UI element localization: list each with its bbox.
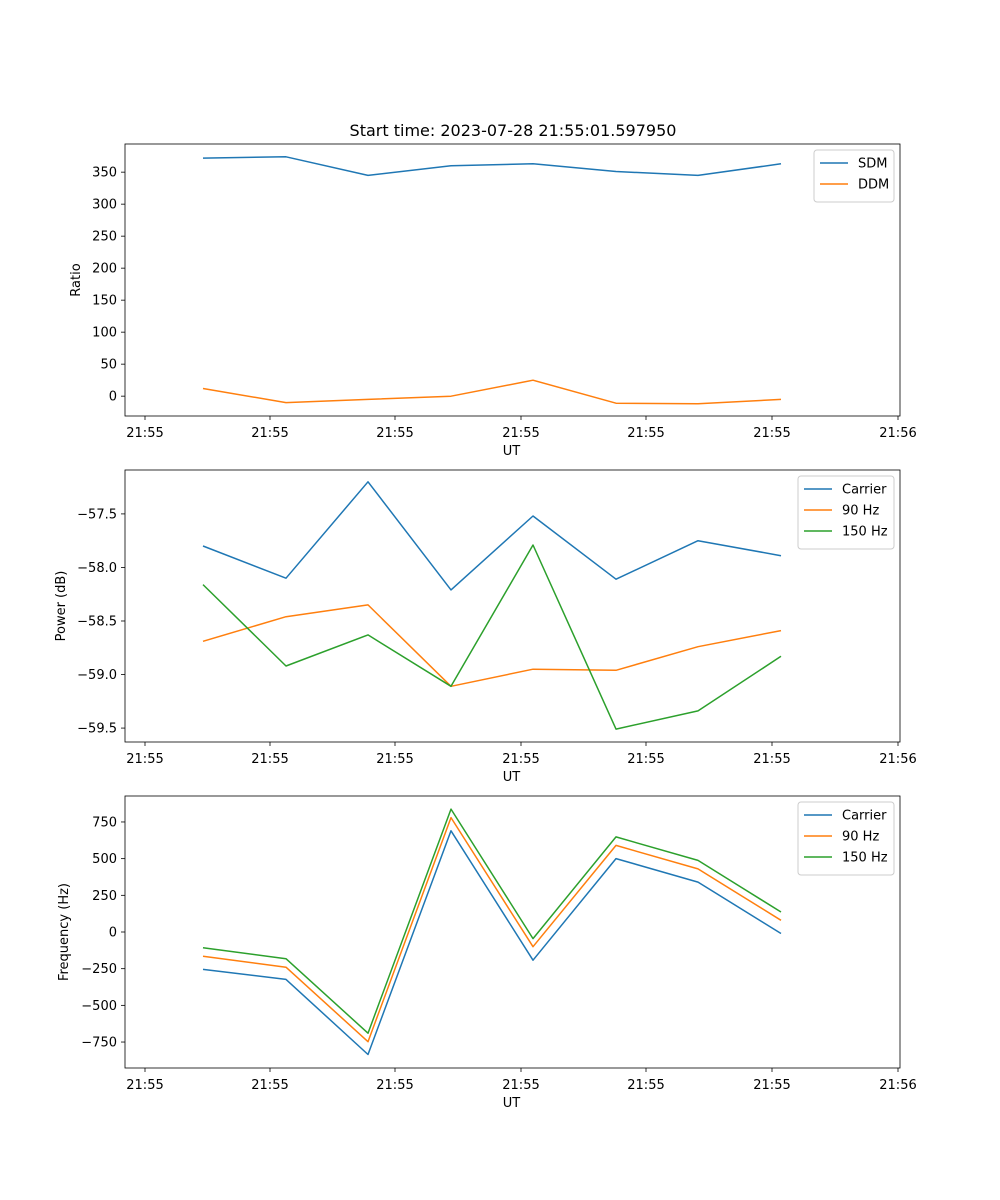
x-tick-label: 21:55 bbox=[126, 752, 163, 767]
series-line-carrier bbox=[202, 481, 782, 591]
legend-label: Carrier bbox=[842, 483, 887, 498]
y-axis-label: Frequency (Hz) bbox=[57, 883, 72, 981]
y-axis-label: Ratio bbox=[69, 263, 84, 296]
legend: Carrier 90 Hz 150 Hz bbox=[797, 475, 895, 550]
y-tick-label: 250 bbox=[92, 230, 117, 245]
axes-frame bbox=[124, 143, 901, 417]
y-tick-label: 200 bbox=[92, 262, 117, 277]
x-tick-label: 21:55 bbox=[251, 1078, 288, 1093]
y-tick-label: 350 bbox=[92, 166, 117, 181]
axes-frame bbox=[124, 469, 901, 743]
chart-title: Start time: 2023-07-28 21:55:01.597950 bbox=[350, 121, 677, 140]
legend-label: 90 Hz bbox=[842, 830, 879, 845]
y-tick-label: 500 bbox=[92, 852, 117, 867]
y-tick-label: −57.5 bbox=[77, 507, 117, 522]
y-tick-label: 150 bbox=[92, 294, 117, 309]
y-tick-label: 50 bbox=[100, 358, 117, 373]
y-tick-label: 100 bbox=[92, 326, 117, 341]
y-tick-label: −59.5 bbox=[77, 722, 117, 737]
x-tick-label: 21:55 bbox=[627, 752, 664, 767]
x-tick-label: 21:55 bbox=[627, 426, 664, 441]
series-line-150-hz bbox=[202, 808, 782, 1034]
y-tick-label: 250 bbox=[92, 889, 117, 904]
legend-label: 150 Hz bbox=[842, 851, 888, 866]
legend-label: DDM bbox=[858, 178, 889, 193]
chart-panel-1: 21:55 21:55 21:55 21:55 21:55 21:55 21:56 0 50 10… bbox=[69, 143, 917, 459]
x-tick-label: 21:55 bbox=[376, 1078, 413, 1093]
legend-label: 150 Hz bbox=[842, 525, 888, 540]
x-tick-label: 21:55 bbox=[251, 426, 288, 441]
legend-label: 90 Hz bbox=[842, 504, 879, 519]
x-axis-label: UT bbox=[503, 444, 521, 459]
series-line-sdm bbox=[202, 156, 782, 177]
x-tick-label: 21:55 bbox=[126, 1078, 163, 1093]
series-line-150-hz bbox=[202, 544, 782, 730]
x-tick-label: 21:56 bbox=[879, 1078, 916, 1093]
x-tick-label: 21:55 bbox=[502, 1078, 539, 1093]
chart-panel-3: 21:55 21:55 21:55 21:55 21:55 21:55 21:56 −750 −… bbox=[57, 795, 917, 1111]
y-tick-label: 0 bbox=[109, 926, 117, 941]
x-tick-label: 21:56 bbox=[879, 752, 916, 767]
x-tick-label: 21:56 bbox=[879, 426, 916, 441]
x-tick-label: 21:55 bbox=[753, 426, 790, 441]
x-tick-label: 21:55 bbox=[376, 426, 413, 441]
legend: SDM DDM bbox=[813, 149, 895, 203]
y-tick-label: −58.0 bbox=[77, 561, 117, 576]
legend-label: Carrier bbox=[842, 809, 887, 824]
x-tick-label: 21:55 bbox=[376, 752, 413, 767]
x-tick-label: 21:55 bbox=[502, 426, 539, 441]
x-axis-label: UT bbox=[503, 770, 521, 785]
x-tick-label: 21:55 bbox=[627, 1078, 664, 1093]
series-line-90-hz bbox=[202, 604, 782, 688]
y-tick-label: 300 bbox=[92, 198, 117, 213]
x-tick-label: 21:55 bbox=[126, 426, 163, 441]
legend: Carrier 90 Hz 150 Hz bbox=[797, 801, 895, 876]
y-tick-label: −58.5 bbox=[77, 614, 117, 629]
y-tick-label: −250 bbox=[81, 962, 117, 977]
series-line-carrier bbox=[202, 830, 782, 1056]
x-tick-label: 21:55 bbox=[502, 752, 539, 767]
series-line-90-hz bbox=[202, 816, 782, 1043]
y-tick-label: 0 bbox=[109, 390, 117, 405]
x-tick-label: 21:55 bbox=[753, 1078, 790, 1093]
y-tick-label: −59.0 bbox=[77, 668, 117, 683]
y-tick-label: 750 bbox=[92, 815, 117, 830]
y-axis-label: Power (dB) bbox=[54, 571, 69, 642]
y-tick-label: −750 bbox=[81, 1036, 117, 1051]
legend-label: SDM bbox=[858, 157, 887, 172]
series-line-ddm bbox=[202, 379, 782, 405]
x-axis-label: UT bbox=[503, 1096, 521, 1111]
y-tick-label: −500 bbox=[81, 999, 117, 1014]
chart-panel-2: 21:55 21:55 21:55 21:55 21:55 21:55 21:56 −59.5… bbox=[54, 469, 917, 785]
x-tick-label: 21:55 bbox=[753, 752, 790, 767]
x-tick-label: 21:55 bbox=[251, 752, 288, 767]
